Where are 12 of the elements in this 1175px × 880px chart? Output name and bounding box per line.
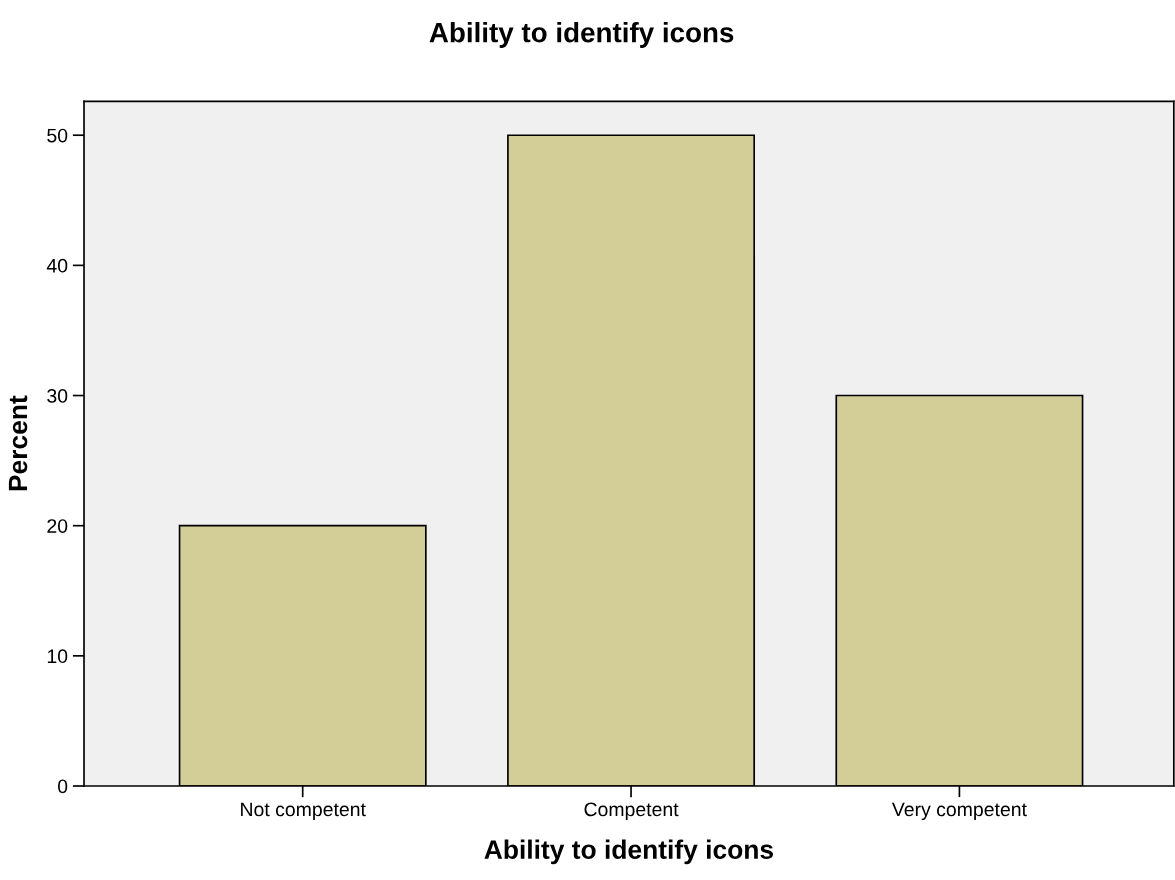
x-tick-label: Competent xyxy=(584,802,679,821)
y-tick-label: 0 xyxy=(57,779,68,794)
y-tick-label: 50 xyxy=(47,128,68,143)
chart-title: Ability to identify icons xyxy=(429,22,734,48)
y-tick-label: 10 xyxy=(47,649,68,664)
x-axis-title: Ability to identify icons xyxy=(484,839,773,865)
x-tick-label: Very competent xyxy=(891,802,1027,821)
y-tick-label: 30 xyxy=(47,389,68,403)
x-tick-label: Not competent xyxy=(241,802,366,821)
y-axis-title: Percent xyxy=(8,395,28,491)
y-tick-label: 40 xyxy=(46,258,68,273)
y-tick-label: 20 xyxy=(47,519,68,533)
